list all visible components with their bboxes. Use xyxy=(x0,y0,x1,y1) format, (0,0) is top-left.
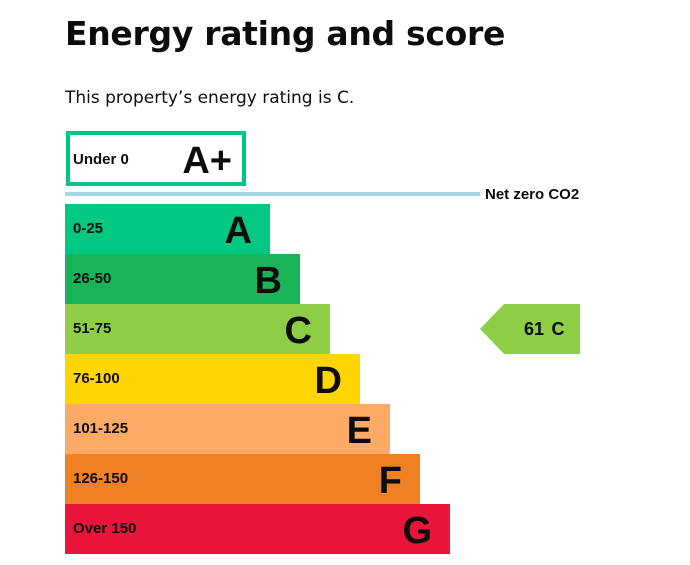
top-band-letter: A+ xyxy=(182,140,232,182)
page-title: Energy rating and score xyxy=(65,14,506,53)
band-bar-a xyxy=(65,204,270,254)
band-range-label: 76-100 xyxy=(73,370,120,387)
band-letter: C xyxy=(285,310,312,352)
band-letter: G xyxy=(402,510,432,552)
top-band-range-label: Under 0 xyxy=(73,151,129,168)
band-letter: F xyxy=(379,460,402,502)
band-range-label: 101-125 xyxy=(73,420,128,437)
band-range-label: 26-50 xyxy=(73,270,111,287)
band-letter: B xyxy=(255,260,282,302)
band-range-label: Over 150 xyxy=(73,520,136,537)
band-letter: E xyxy=(347,410,372,452)
band-letter: D xyxy=(315,360,342,402)
current-rating-marker xyxy=(480,304,580,354)
band-range-label: 126-150 xyxy=(73,470,128,487)
band-bar-f xyxy=(65,454,420,504)
rating-intro-text: This property’s energy rating is C. xyxy=(65,88,355,108)
band-bar-c xyxy=(65,304,330,354)
band-bar-e xyxy=(65,404,390,454)
top-band-border xyxy=(66,131,246,186)
band-range-label: 0-25 xyxy=(73,220,103,237)
band-bar-g xyxy=(65,504,450,554)
net-zero-label: Net zero CO2 xyxy=(485,186,579,203)
current-rating-marker-group: 61 C xyxy=(480,304,580,354)
rating-bands: 0-25 A 26-50 B 51-75 C 76-100 D 101-125 E 126-150 F… xyxy=(65,204,450,554)
current-rating-score: 61 xyxy=(524,319,544,339)
top-band-group: Under 0 A+ xyxy=(66,131,246,186)
band-letter: A xyxy=(225,210,252,252)
band-bar-b xyxy=(65,254,300,304)
band-range-label: 51-75 xyxy=(73,320,111,337)
current-rating-letter: C xyxy=(552,319,565,339)
band-bar-d xyxy=(65,354,360,404)
